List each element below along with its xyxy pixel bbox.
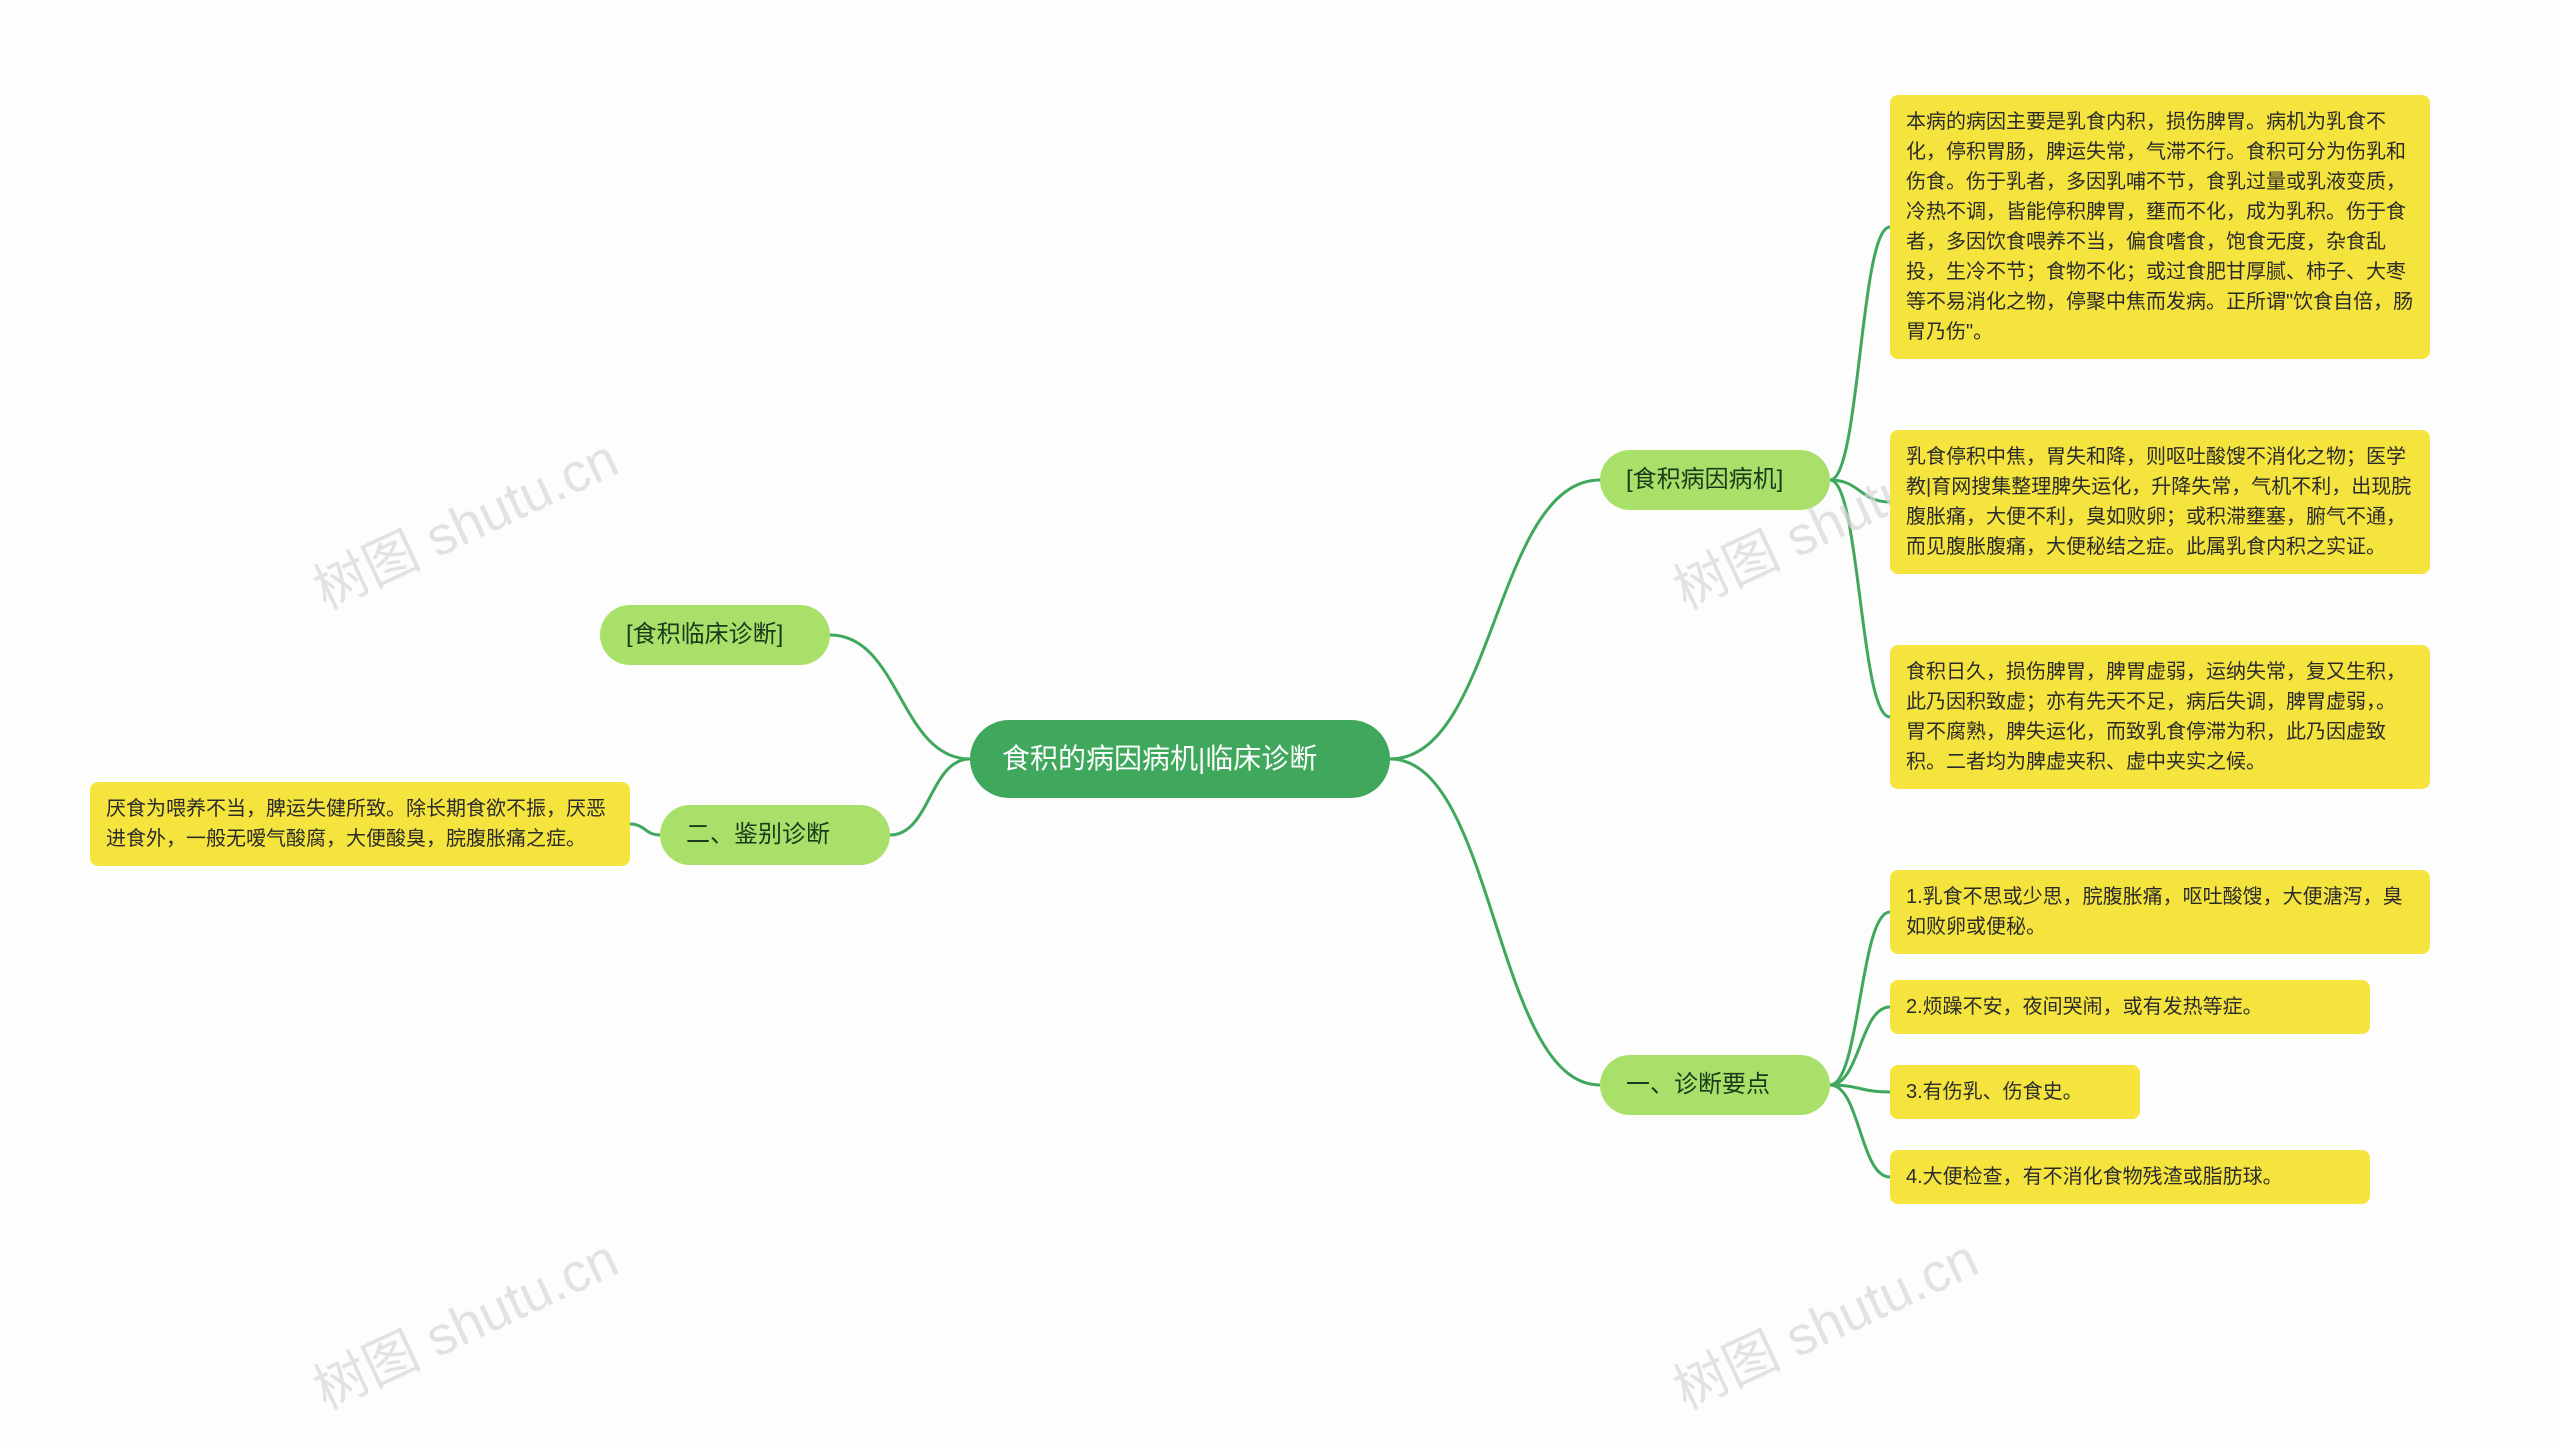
leaf-point-3[interactable]: 3.有伤乳、伤食史。 (1890, 1065, 2140, 1119)
leaf-point-4[interactable]: 4.大便检查，有不消化食物残渣或脂肪球。 (1890, 1150, 2370, 1204)
branch-clinical-diagnosis[interactable]: [食积临床诊断] (600, 605, 830, 665)
branch-etiology[interactable]: [食积病因病机] (1600, 450, 1830, 510)
leaf-point-2[interactable]: 2.烦躁不安，夜间哭闹，或有发热等症。 (1890, 980, 2370, 1034)
watermark: 树图 shutu.cn (1659, 1215, 1989, 1425)
leaf-point-1[interactable]: 1.乳食不思或少思，脘腹胀痛，呕吐酸馊，大便溏泻，臭如败卵或便秘。 (1890, 870, 2430, 954)
watermark: 树图 shutu.cn (299, 1215, 629, 1425)
branch-diagnosis-points[interactable]: 一、诊断要点 (1600, 1055, 1830, 1115)
leaf-etiology-2[interactable]: 乳食停积中焦，胃失和降，则呕吐酸馊不消化之物；医学教|育网搜集整理脾失运化，升降… (1890, 430, 2430, 574)
leaf-differential-text[interactable]: 厌食为喂养不当，脾运失健所致。除长期食欲不振，厌恶进食外，一般无嗳气酸腐，大便酸… (90, 782, 630, 866)
branch-differential-diagnosis[interactable]: 二、鉴别诊断 (660, 805, 890, 865)
leaf-etiology-3[interactable]: 食积日久，损伤脾胃，脾胃虚弱，运纳失常，复又生积，此乃因积致虚；亦有先天不足，病… (1890, 645, 2430, 789)
watermark: 树图 shutu.cn (299, 415, 629, 625)
root-node[interactable]: 食积的病因病机|临床诊断 (970, 720, 1390, 798)
leaf-etiology-1[interactable]: 本病的病因主要是乳食内积，损伤脾胃。病机为乳食不化，停积胃肠，脾运失常，气滞不行… (1890, 95, 2430, 359)
